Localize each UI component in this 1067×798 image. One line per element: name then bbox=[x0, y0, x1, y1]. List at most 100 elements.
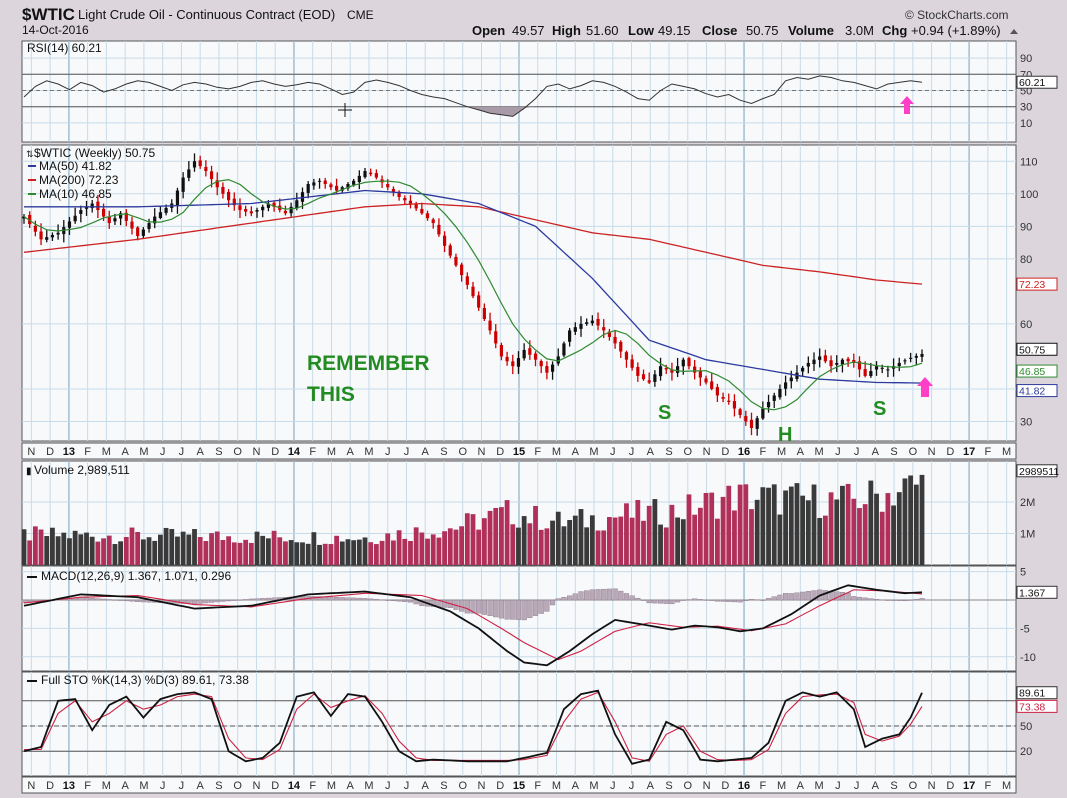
macd-histogram-bar bbox=[873, 599, 880, 601]
x-axis-label-bottom: N bbox=[478, 780, 486, 792]
macd-histogram-bar bbox=[675, 599, 681, 603]
price-candle-body bbox=[465, 276, 469, 285]
price-candle-body bbox=[658, 366, 663, 377]
price-candle-body bbox=[914, 355, 918, 358]
stochastic-y-tick: 50 bbox=[1020, 721, 1032, 733]
x-axis-label-bottom: O bbox=[684, 780, 693, 792]
x-axis-label-bottom: J bbox=[160, 780, 166, 792]
macd-histogram-bar bbox=[464, 599, 470, 614]
macd-histogram-bar bbox=[657, 599, 664, 604]
x-axis-label-top: M bbox=[814, 446, 823, 458]
price-candle-body bbox=[67, 221, 72, 228]
price-candle-body bbox=[636, 366, 640, 376]
macd-y-tick: -10 bbox=[1020, 652, 1036, 664]
x-axis-label-bottom: F bbox=[759, 780, 766, 792]
price-candle-body bbox=[454, 256, 458, 266]
price-y-tick: 30 bbox=[1020, 416, 1032, 428]
stochastic-d-last-value: 73.38 bbox=[1019, 701, 1045, 713]
x-axis-label-bottom: O bbox=[909, 780, 918, 792]
price-candle-body bbox=[107, 216, 111, 224]
volume-bar bbox=[413, 527, 419, 565]
x-axis-label-bottom: A bbox=[347, 780, 355, 792]
x-axis-label-bottom: F bbox=[309, 780, 316, 792]
price-candle-body bbox=[835, 362, 839, 365]
x-axis-label-bottom: J bbox=[610, 780, 616, 792]
price-candle-body bbox=[681, 359, 685, 367]
price-candle-body bbox=[403, 198, 407, 201]
volume-bar bbox=[550, 520, 555, 565]
volume-last-value: 2989511 bbox=[1019, 466, 1059, 478]
x-axis-label-top: J bbox=[404, 446, 410, 458]
price-candle-body bbox=[920, 353, 924, 357]
price-candle-body bbox=[624, 352, 629, 360]
price-candle-body bbox=[494, 331, 498, 344]
x-axis-label-bottom: J bbox=[385, 780, 391, 792]
x-axis-label-bottom: D bbox=[721, 780, 729, 792]
price-candle-body bbox=[676, 366, 680, 373]
x-axis-label-bottom: F bbox=[534, 780, 541, 792]
low-value: 49.15 bbox=[658, 23, 691, 38]
macd-histogram-bar bbox=[123, 599, 129, 602]
price-last-value-box bbox=[1016, 342, 1058, 356]
macd-histogram-bar bbox=[402, 599, 408, 602]
x-axis-label-top: O bbox=[458, 446, 467, 458]
volume-bar bbox=[703, 492, 709, 565]
x-axis-label-bottom: M bbox=[1002, 780, 1011, 792]
macd-histogram-bar bbox=[396, 599, 402, 602]
volume-bar bbox=[561, 526, 567, 565]
macd-histogram-bar bbox=[834, 591, 840, 601]
price-candle-body bbox=[840, 359, 845, 365]
macd-line bbox=[23, 584, 923, 667]
price-candle-body bbox=[613, 336, 617, 344]
volume-bar bbox=[300, 542, 305, 565]
x-axis-label-bottom: N bbox=[27, 780, 35, 792]
price-candle-body bbox=[749, 419, 754, 428]
x-axis-label-bottom: M bbox=[589, 780, 598, 792]
macd-histogram-bar bbox=[430, 599, 436, 607]
x-axis-label-top: F bbox=[759, 446, 766, 458]
x-axis-label-bottom: S bbox=[440, 780, 447, 792]
x-axis-label-top: O bbox=[909, 446, 918, 458]
macd-histogram-bar bbox=[595, 589, 601, 601]
x-axis-label-bottom: 13 bbox=[63, 780, 75, 792]
volume-bar bbox=[294, 542, 300, 565]
volume-bar bbox=[629, 517, 635, 565]
stochastic-title: Full STO %K(14,3) %D(3) 89.61, 73.38 bbox=[41, 673, 249, 687]
rsi-y-tick: 30 bbox=[1020, 102, 1032, 114]
volume-bar bbox=[481, 518, 487, 565]
price-candle-body bbox=[488, 320, 492, 331]
volume-bar bbox=[607, 517, 612, 565]
macd-histogram-bar bbox=[868, 598, 874, 601]
annotation-head: H bbox=[778, 424, 792, 446]
x-axis-label-top: N bbox=[928, 446, 936, 458]
price-candle-body bbox=[511, 361, 515, 367]
macd-histogram-bar bbox=[203, 599, 209, 604]
volume-bar bbox=[521, 516, 527, 565]
price-y-tick: 80 bbox=[1020, 254, 1032, 266]
price-candle-body bbox=[425, 213, 430, 219]
volume-bar bbox=[192, 529, 197, 565]
macd-histogram-bar bbox=[368, 598, 374, 601]
price-candle-body bbox=[869, 371, 873, 377]
macd-histogram-bar bbox=[652, 599, 658, 604]
price-candle-body bbox=[153, 216, 157, 224]
price-candle-body bbox=[710, 381, 714, 389]
volume-bar bbox=[732, 510, 737, 565]
volume-bar bbox=[129, 527, 135, 565]
price-candle-body bbox=[329, 184, 333, 188]
plots: NNDD1313FFMMAAMMJJJJAASSOONNDD1414FFMMAA… bbox=[21, 53, 1059, 792]
price-candle-body bbox=[420, 208, 424, 214]
price-candle-body bbox=[283, 210, 288, 214]
macd-histogram-bar bbox=[271, 597, 277, 601]
volume-bar bbox=[209, 533, 214, 565]
price-candle-body bbox=[312, 182, 316, 186]
volume-bar bbox=[766, 487, 771, 565]
volume-bar bbox=[373, 544, 379, 565]
macd-histogram-bar bbox=[885, 599, 891, 601]
price-candle-body bbox=[363, 171, 367, 178]
price-candle-body bbox=[28, 214, 32, 225]
volume-bar bbox=[584, 527, 590, 565]
volume-bar bbox=[470, 514, 476, 565]
x-axis-label-top: 16 bbox=[738, 446, 750, 458]
macd-histogram-bar bbox=[635, 597, 641, 601]
